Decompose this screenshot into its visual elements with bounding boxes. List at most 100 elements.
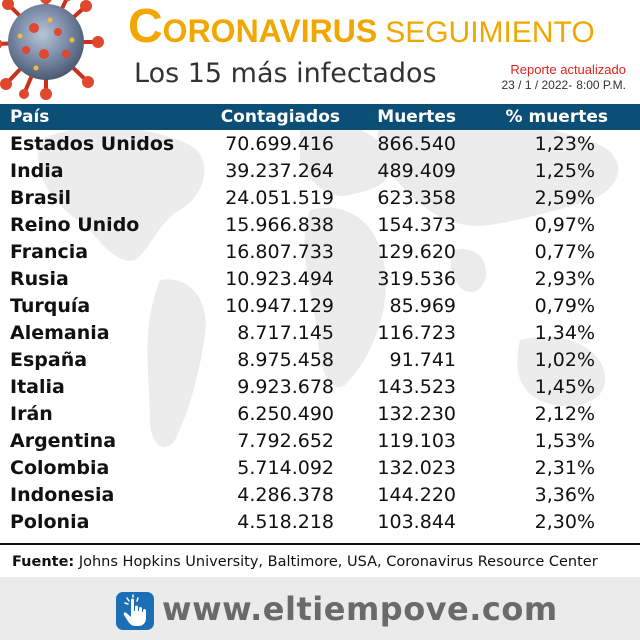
infections-table: País Contagiados Muertes % muertes Estad… (0, 104, 640, 535)
cell-deaths: 143.523 (377, 375, 456, 398)
table-row: Francia 16.807.733 129.620 0,77% (0, 238, 640, 265)
cell-deaths: 623.358 (377, 186, 456, 209)
cell-country: Turquía (10, 294, 91, 317)
cell-country: Estados Unidos (10, 132, 175, 155)
cell-pct: 0,77% (534, 240, 595, 263)
cell-pct: 2,12% (534, 402, 595, 425)
table-row: Estados Unidos 70.699.416 866.540 1,23% (0, 130, 640, 157)
table-row: Brasil 24.051.519 623.358 2,59% (0, 184, 640, 211)
cell-pct: 2,59% (534, 186, 595, 209)
cell-country: Francia (10, 240, 89, 263)
cell-deaths: 119.103 (377, 429, 456, 452)
title-secondary: SEGUIMIENTO (385, 16, 595, 49)
cell-country: Rusia (10, 267, 69, 290)
cell-pct: 1,53% (534, 429, 595, 452)
cell-country: Colombia (10, 456, 110, 479)
cell-pct: 0,97% (534, 213, 595, 236)
brand-bar: www.eltiempove.com (0, 577, 640, 640)
table-row: Polonia 4.518.218 103.844 2,30% (0, 508, 640, 535)
table-row: Alemania 8.717.145 116.723 1,34% (0, 319, 640, 346)
cell-deaths: 116.723 (377, 321, 456, 344)
cell-pct: 1,25% (534, 159, 595, 182)
cell-cases: 7.792.652 (237, 429, 334, 452)
table-row: India 39.237.264 489.409 1,25% (0, 157, 640, 184)
cell-deaths: 132.023 (377, 456, 456, 479)
cell-cases: 6.250.490 (237, 402, 334, 425)
cell-deaths: 319.536 (377, 267, 456, 290)
cell-pct: 2,31% (534, 456, 595, 479)
cell-country: Indonesia (10, 483, 115, 506)
table-row: Colombia 5.714.092 132.023 2,31% (0, 454, 640, 481)
cell-country: Brasil (10, 186, 72, 209)
title-main: ORONAVIRUS (162, 13, 378, 49)
cell-deaths: 154.373 (377, 213, 456, 236)
report-time: 8:00 P.M. (576, 78, 626, 93)
cell-pct: 2,30% (534, 510, 595, 533)
cell-cases: 15.966.838 (225, 213, 334, 236)
cell-pct: 1,45% (534, 375, 595, 398)
cell-cases: 9.923.678 (237, 375, 334, 398)
cell-cases: 39.237.264 (225, 159, 334, 182)
page-title: CORONAVIRUS SEGUIMIENTO (128, 3, 595, 51)
table-header: País Contagiados Muertes % muertes (0, 104, 640, 130)
cell-country: Reino Unido (10, 213, 140, 236)
table-row: Reino Unido 15.966.838 154.373 0,97% (0, 211, 640, 238)
source-line: Fuente: Johns Hopkins University, Baltim… (0, 543, 640, 577)
cell-country: Argentina (10, 429, 117, 452)
cell-cases: 10.923.494 (225, 267, 334, 290)
table-row: Turquía 10.947.129 85.969 0,79% (0, 292, 640, 319)
cell-cases: 24.051.519 (225, 186, 334, 209)
cell-cases: 10.947.129 (225, 294, 334, 317)
cell-cases: 70.699.416 (225, 132, 334, 155)
table-row: Indonesia 4.286.378 144.220 3,36% (0, 481, 640, 508)
column-header-pct: % muertes (505, 107, 608, 127)
report-info: Reporte actualizado 23 / 1 / 2022- 8:00 P… (497, 62, 626, 93)
report-date: 23 / 1 / 2022- (501, 78, 573, 93)
table-row: España 8.975.458 91.741 1,02% (0, 346, 640, 373)
column-header-country: País (10, 107, 50, 127)
brand-url[interactable]: www.eltiempove.com (162, 590, 558, 628)
table-row: Irán 6.250.490 132.230 2,12% (0, 400, 640, 427)
report-label: Reporte actualizado (510, 62, 626, 77)
cell-cases: 8.975.458 (237, 348, 334, 371)
cell-deaths: 91.741 (389, 348, 456, 371)
cell-country: España (10, 348, 88, 371)
column-header-deaths: Muertes (377, 107, 456, 127)
cell-pct: 0,79% (534, 294, 595, 317)
coronavirus-icon (0, 0, 104, 100)
cell-deaths: 866.540 (377, 132, 456, 155)
table-row: Rusia 10.923.494 319.536 2,93% (0, 265, 640, 292)
pointer-hand-icon (116, 592, 154, 630)
cell-deaths: 85.969 (389, 294, 456, 317)
cell-cases: 4.518.218 (237, 510, 334, 533)
world-map-background (38, 117, 619, 448)
cell-deaths: 129.620 (377, 240, 456, 263)
cell-country: Italia (10, 375, 65, 398)
title-initial: C (128, 0, 163, 53)
cell-pct: 3,36% (534, 483, 595, 506)
cell-cases: 8.717.145 (237, 321, 334, 344)
cell-pct: 1,23% (534, 132, 595, 155)
cell-pct: 1,34% (534, 321, 595, 344)
cell-cases: 4.286.378 (237, 483, 334, 506)
cell-country: Polonia (10, 510, 90, 533)
source-label: Fuente: (12, 554, 75, 570)
cell-pct: 1,02% (534, 348, 595, 371)
cell-deaths: 103.844 (377, 510, 456, 533)
cell-deaths: 132.230 (377, 402, 456, 425)
page-subtitle: Los 15 más infectados (134, 58, 437, 89)
report-datetime: 23 / 1 / 2022- 8:00 P.M. (497, 78, 626, 93)
source-text: Johns Hopkins University, Baltimore, USA… (74, 554, 598, 570)
cell-cases: 16.807.733 (225, 240, 334, 263)
cell-pct: 2,93% (534, 267, 595, 290)
cell-deaths: 144.220 (377, 483, 456, 506)
table-row: Italia 9.923.678 143.523 1,45% (0, 373, 640, 400)
table-body: Estados Unidos 70.699.416 866.540 1,23% Indi… (0, 130, 640, 535)
cell-deaths: 489.409 (377, 159, 456, 182)
column-header-cases: Contagiados (220, 107, 340, 127)
cell-country: India (10, 159, 64, 182)
cell-country: Alemania (10, 321, 110, 344)
header: CORONAVIRUS SEGUIMIENTO Los 15 más infect… (0, 0, 640, 104)
table-row: Argentina 7.792.652 119.103 1,53% (0, 427, 640, 454)
